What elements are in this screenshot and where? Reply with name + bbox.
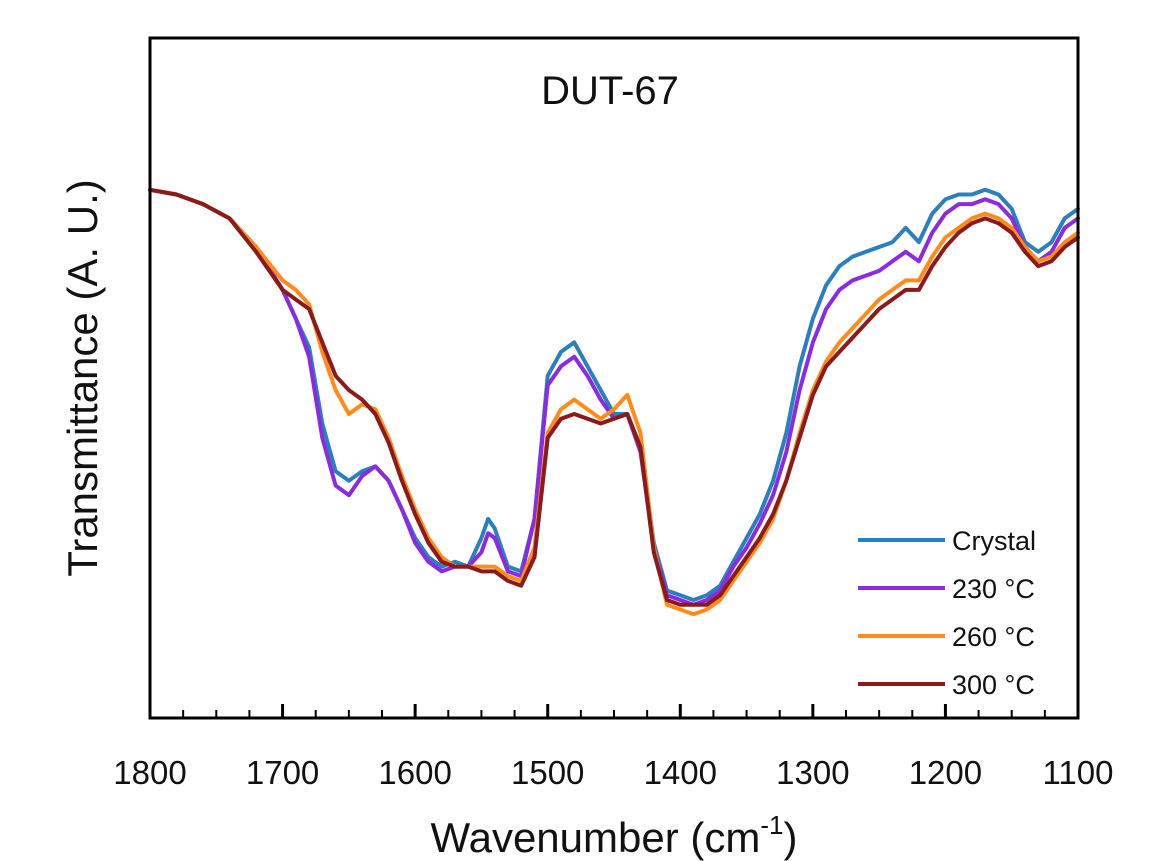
legend-label-3: 300 °C [952, 670, 1035, 700]
x-tick-label-4: 1400 [644, 754, 717, 791]
x-tick-label-3: 1500 [511, 754, 584, 791]
x-axis-title-tail: ) [783, 814, 797, 861]
series-line-1 [148, 187, 1080, 607]
x-axis-title-superscript: -1 [760, 810, 783, 840]
series-line-3 [148, 187, 1080, 607]
x-tick-label-2: 1600 [378, 754, 451, 791]
plot-series-group [148, 187, 1080, 617]
x-axis-title: Wavenumber (cm-1) [431, 810, 798, 861]
x-tick-label-6: 1200 [909, 754, 982, 791]
legend: Crystal 230 °C 260 °C 300 °C [858, 526, 1036, 700]
x-tick-label-5: 1300 [776, 754, 849, 791]
x-axis-tick-labels: 1800 1700 1600 1500 1400 1300 1200 1100 [113, 754, 1113, 791]
x-tick-label-7: 1100 [1043, 754, 1114, 791]
plot-frame [148, 36, 1080, 720]
x-axis-ticks [148, 704, 1080, 718]
legend-label-2: 260 °C [952, 622, 1035, 652]
legend-label-1: 230 °C [952, 574, 1035, 604]
chart-title: DUT-67 [541, 69, 679, 113]
x-axis-title-main: Wavenumber (cm [431, 814, 761, 861]
x-tick-label-0: 1800 [113, 754, 186, 791]
legend-label-0: Crystal [952, 526, 1036, 556]
y-axis-title: Transmittance (A. U.) [59, 179, 106, 577]
series-line-2 [148, 187, 1080, 617]
x-tick-label-1: 1700 [246, 754, 319, 791]
